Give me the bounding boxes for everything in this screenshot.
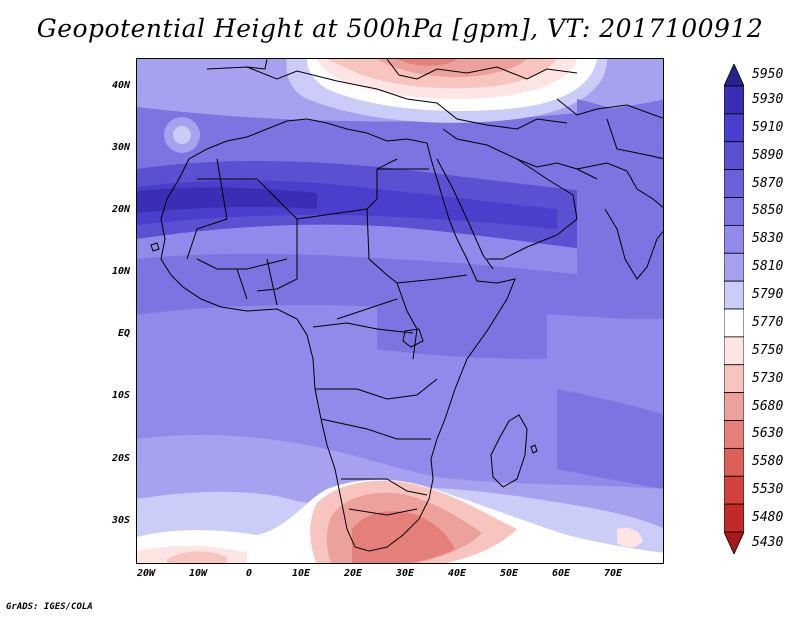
colorbar-label: 5810 (752, 259, 784, 275)
x-label-10w: 10W (188, 568, 208, 579)
y-label-10n: 10N (111, 266, 130, 277)
colorbar-swatches (724, 64, 744, 554)
colorbar-label: 5950 (752, 67, 784, 82)
colorbar-swatch (724, 197, 744, 226)
colorbar-swatch (724, 336, 744, 366)
colorbar-label: 5480 (752, 510, 784, 526)
colorbar-swatch (724, 64, 744, 87)
colorbar-swatch (724, 364, 744, 394)
credit-text: GrADS: IGES/COLA (6, 602, 93, 612)
colorbar-label: 5870 (752, 175, 784, 191)
colorbar-label: 5630 (752, 426, 784, 442)
colorbar-swatch (724, 252, 744, 282)
colorbar-label: 5910 (752, 119, 784, 135)
colorbar-swatch (724, 503, 744, 533)
colorbar-label: 5930 (752, 91, 784, 107)
colorbar-swatch (724, 308, 744, 338)
colorbar-label: 5850 (752, 203, 784, 219)
colorbar-label: 5830 (752, 231, 784, 247)
x-label-40e: 40E (447, 568, 467, 579)
x-label-70e: 70E (603, 568, 623, 579)
colorbar-label: 5430 (752, 535, 784, 550)
colorbar-swatch (724, 475, 744, 505)
colorbar-label: 5680 (752, 398, 784, 414)
y-label-30n: 30N (111, 142, 130, 153)
x-label-10e: 10E (291, 568, 311, 579)
x-label-50e: 50E (499, 568, 519, 579)
colorbar-label: 5770 (752, 314, 784, 330)
colorbar-swatch (724, 392, 744, 421)
colorbar-label: 5890 (752, 147, 784, 163)
height-field (137, 59, 663, 563)
colorbar-swatch (724, 224, 744, 254)
colorbar-swatch (724, 141, 744, 171)
y-label-40n: 40N (111, 80, 130, 91)
colorbar-swatch (724, 280, 744, 310)
y-label-20n: 20N (111, 204, 130, 215)
y-label-20s: 20S (111, 453, 130, 464)
colorbar-swatch (724, 113, 744, 143)
colorbar-label: 5530 (752, 482, 784, 498)
colorbar-swatch (724, 85, 744, 115)
colorbar-label: 5790 (752, 287, 784, 303)
x-label-60e: 60E (551, 568, 571, 579)
colorbar-swatch (724, 447, 744, 477)
colorbar-swatch (724, 531, 744, 554)
colorbar-swatch (724, 169, 744, 198)
colorbar-label: 5580 (752, 454, 784, 470)
colorbar (724, 64, 744, 554)
x-label-0: 0 (245, 568, 253, 579)
map-title: Geopotential Height at 500hPa [gpm], VT:… (36, 14, 764, 43)
map-panel (136, 58, 664, 564)
colorbar-swatch (724, 420, 744, 449)
y-label-10s: 10S (111, 390, 130, 401)
x-label-20e: 20E (343, 568, 363, 579)
colorbar-label: 5750 (752, 342, 784, 358)
y-label-eq: EQ (117, 328, 130, 339)
y-label-30s: 30S (111, 515, 130, 526)
x-label-30e: 30E (395, 568, 415, 579)
colorbar-label: 5730 (752, 370, 784, 386)
x-label-20w: 20W (136, 568, 156, 579)
